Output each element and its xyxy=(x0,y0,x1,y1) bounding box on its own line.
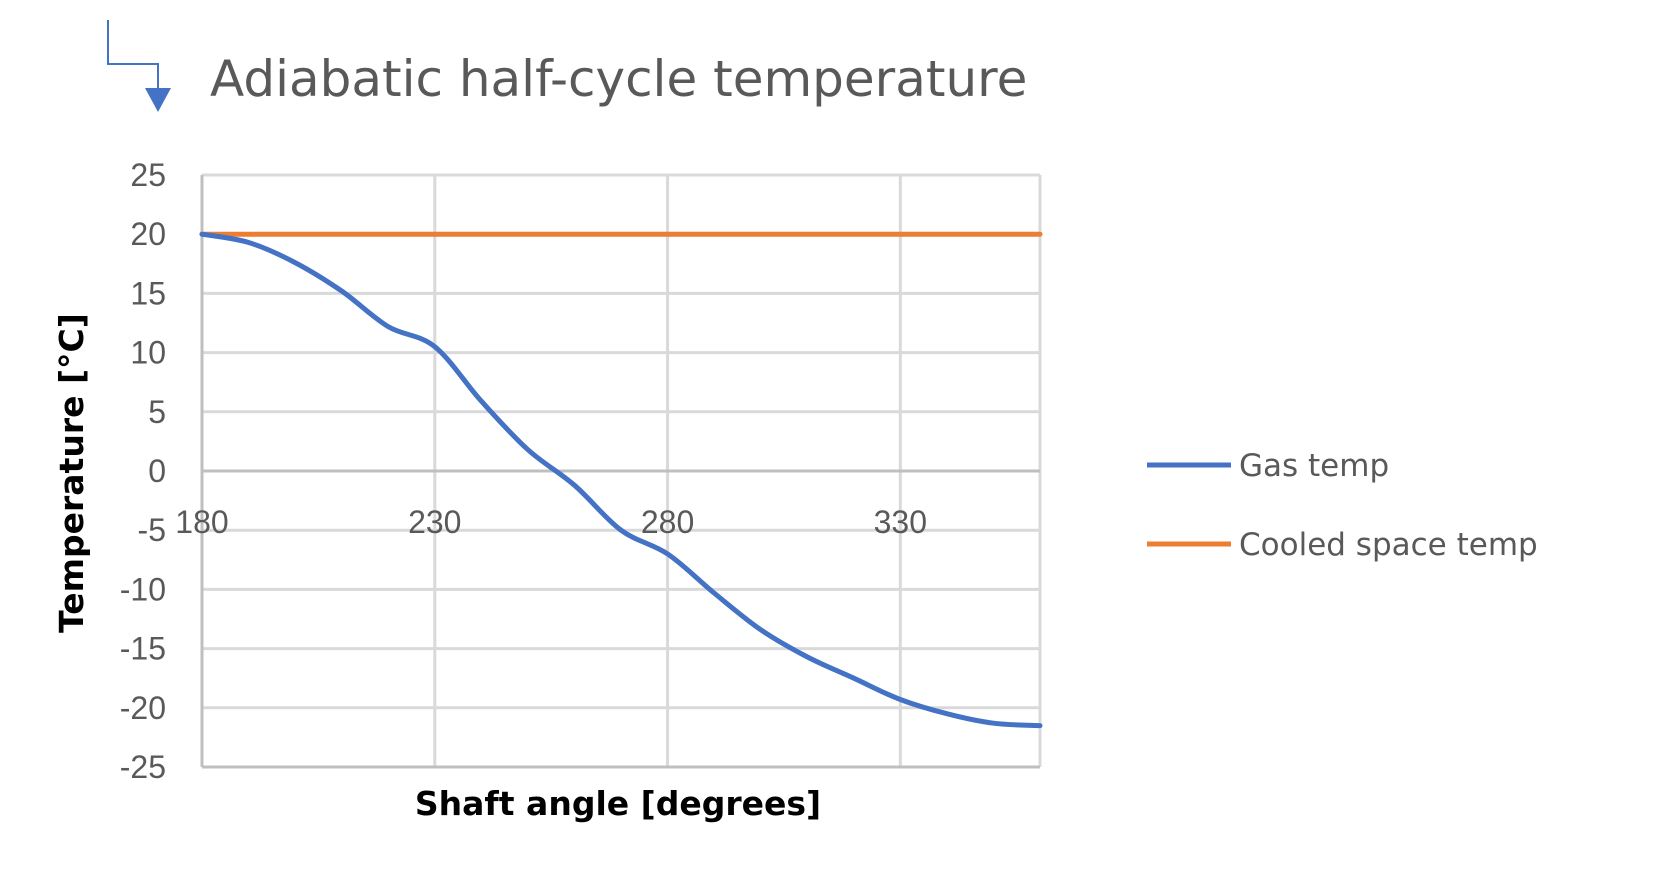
y-tick-label: 0 xyxy=(148,453,166,489)
y-tick-label: 5 xyxy=(148,394,166,430)
series-line-gas-temp xyxy=(199,231,1043,729)
series-lines xyxy=(199,231,1043,729)
y-tick-label: -15 xyxy=(120,631,166,667)
y-axis-title: Temperature [°C] xyxy=(52,313,91,633)
x-tick-labels: 180 230 280 330 xyxy=(175,504,927,540)
y-tick-label: 10 xyxy=(130,335,166,371)
y-tick-label: -10 xyxy=(120,571,166,607)
grid xyxy=(200,173,1042,769)
x-tick-label: 180 xyxy=(175,504,228,540)
y-tick-label: -25 xyxy=(120,749,166,785)
y-tick-label: 20 xyxy=(130,216,166,252)
y-tick-label: -5 xyxy=(138,512,166,548)
x-tick-label: 230 xyxy=(408,504,461,540)
y-tick-label: 25 xyxy=(130,157,166,193)
y-tick-label: 15 xyxy=(130,275,166,311)
chart-title: Adiabatic half-cycle temperature xyxy=(210,50,1027,108)
legend-label-cooled-space-temp: Cooled space temp xyxy=(1239,527,1538,563)
corner-arrow-icon xyxy=(107,20,171,112)
x-axis-title: Shaft angle [degrees] xyxy=(415,784,821,823)
y-tick-label: -20 xyxy=(120,690,166,726)
x-tick-label: 280 xyxy=(641,504,694,540)
y-tick-labels: 25 20 15 10 5 0 -5 -10 -15 -20 -25 xyxy=(120,157,166,785)
x-tick-label: 330 xyxy=(874,504,927,540)
legend-label-gas-temp: Gas temp xyxy=(1239,448,1389,484)
legend: Gas temp Cooled space temp xyxy=(1147,448,1538,563)
